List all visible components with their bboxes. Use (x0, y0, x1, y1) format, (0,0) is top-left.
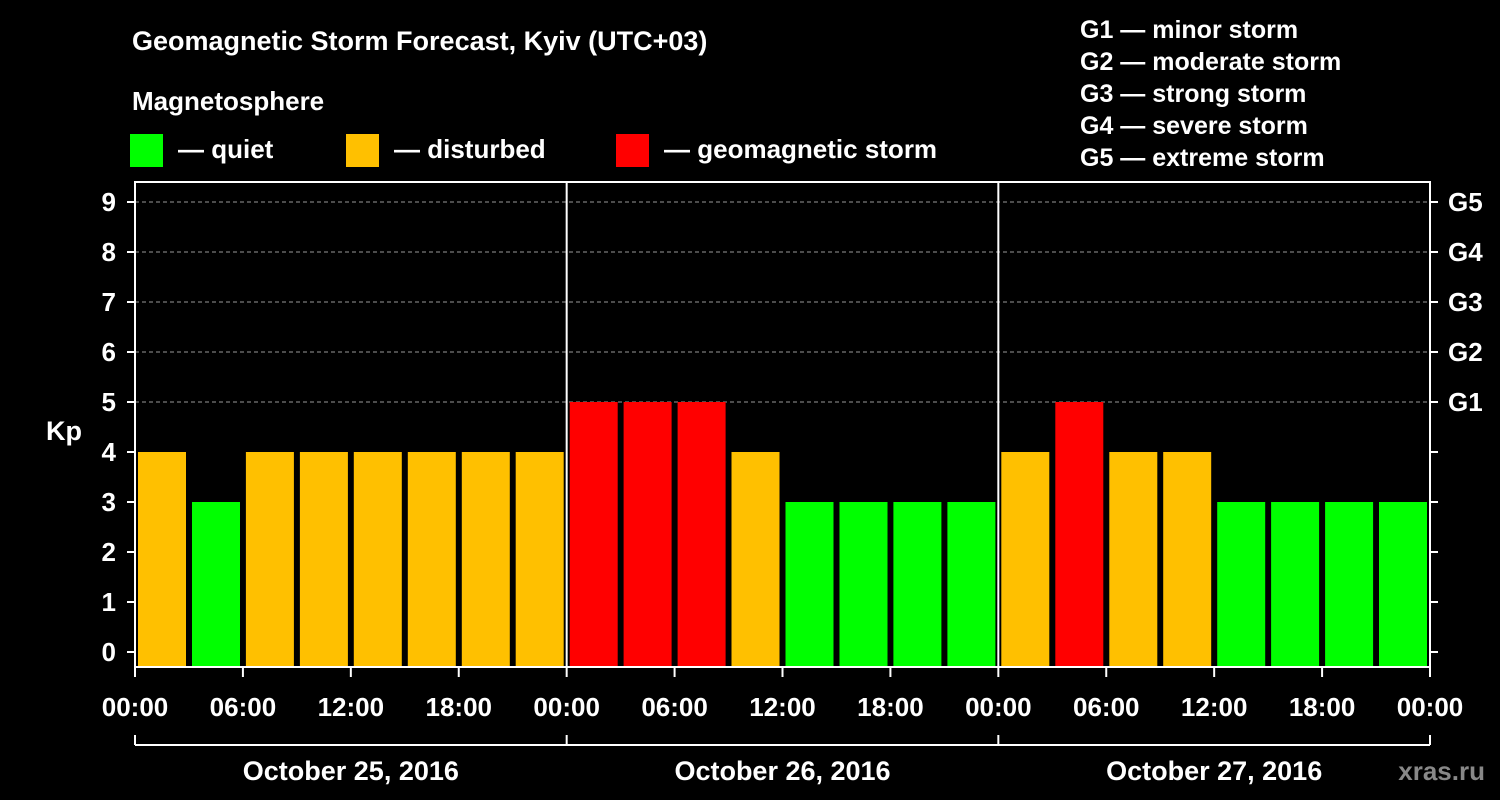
watermark: xras.ru (1398, 756, 1485, 786)
y-tick-label-1: 1 (102, 587, 116, 617)
x-tick-label-9: 06:00 (1073, 692, 1140, 722)
bar-1 (192, 502, 240, 667)
bar-20 (1217, 502, 1266, 667)
day-label-2: October 27, 2016 (1106, 756, 1322, 786)
bar-23 (1379, 502, 1427, 667)
y-tick-label-6: 6 (102, 337, 116, 367)
x-tick-label-0: 00:00 (102, 692, 169, 722)
bar-6 (461, 452, 510, 667)
x-tick-label-3: 18:00 (426, 692, 493, 722)
chart-title: Geomagnetic Storm Forecast, Kyiv (UTC+03… (132, 26, 707, 56)
bars (138, 402, 1427, 667)
storm-scale-g5: G5 — extreme storm (1080, 144, 1325, 172)
storm-scale-g2: G2 — moderate storm (1080, 48, 1341, 76)
bar-8 (569, 402, 618, 667)
x-tick-label-8: 00:00 (965, 692, 1032, 722)
bar-10 (677, 402, 726, 667)
bar-9 (623, 402, 672, 667)
axes (127, 181, 1438, 746)
grid-lines (135, 201, 1430, 403)
bar-16 (1001, 452, 1050, 667)
bar-12 (785, 502, 834, 667)
bar-17 (1055, 402, 1104, 667)
legend-swatch-storm (616, 134, 649, 167)
right-tick-label-g3: G3 (1448, 287, 1483, 317)
y-axis-label: Kp (46, 416, 82, 446)
bar-0 (138, 452, 186, 667)
bar-4 (353, 452, 402, 667)
x-tick-label-10: 12:00 (1181, 692, 1248, 722)
bar-14 (893, 502, 942, 667)
x-tick-label-12: 00:00 (1397, 692, 1464, 722)
legend-label-quiet: — quiet (178, 134, 274, 164)
storm-scale-g3: G3 — strong storm (1080, 80, 1306, 108)
y-tick-label-4: 4 (102, 437, 117, 467)
legend-swatch-disturbed (346, 134, 379, 167)
storm-scale-g4: G4 — severe storm (1080, 112, 1308, 140)
bar-21 (1271, 502, 1320, 667)
y-tick-label-7: 7 (102, 287, 116, 317)
day-label-1: October 26, 2016 (674, 756, 890, 786)
y-tick-label-2: 2 (102, 537, 116, 567)
y-tick-label-5: 5 (102, 387, 116, 417)
tick-labels: 0 1 2 3 4 5 6 7 8 9 G1 G2 G3 G4 G5 00:00 06:00 12:00 18:00… (102, 187, 1484, 786)
bar-15 (947, 502, 996, 667)
right-tick-label-g5: G5 (1448, 187, 1483, 217)
bar-11 (731, 452, 780, 667)
legend-label-disturbed: — disturbed (394, 134, 546, 164)
legend-swatch-quiet (130, 134, 163, 167)
right-tick-label-g4: G4 (1448, 237, 1483, 267)
y-tick-label-9: 9 (102, 187, 116, 217)
x-tick-label-6: 12:00 (749, 692, 816, 722)
bar-13 (839, 502, 888, 667)
bar-22 (1325, 502, 1374, 667)
storm-scale-g1: G1 — minor storm (1080, 16, 1298, 44)
x-tick-label-4: 00:00 (533, 692, 600, 722)
right-tick-label-g1: G1 (1448, 387, 1483, 417)
bar-5 (407, 452, 456, 667)
y-tick-label-3: 3 (102, 487, 116, 517)
x-tick-label-11: 18:00 (1289, 692, 1356, 722)
legend-title: Magnetosphere (132, 86, 324, 116)
bar-3 (299, 452, 348, 667)
x-tick-label-1: 06:00 (210, 692, 277, 722)
bar-19 (1163, 452, 1212, 667)
x-tick-label-5: 06:00 (641, 692, 708, 722)
x-tick-label-7: 18:00 (857, 692, 924, 722)
right-tick-label-g2: G2 (1448, 337, 1483, 367)
legend-label-storm: — geomagnetic storm (664, 134, 937, 164)
bar-7 (515, 452, 564, 667)
day-label-0: October 25, 2016 (243, 756, 459, 786)
y-tick-label-8: 8 (102, 237, 116, 267)
y-tick-label-0: 0 (102, 637, 116, 667)
bar-2 (245, 452, 294, 667)
bar-18 (1109, 452, 1158, 667)
x-tick-label-2: 12:00 (318, 692, 385, 722)
